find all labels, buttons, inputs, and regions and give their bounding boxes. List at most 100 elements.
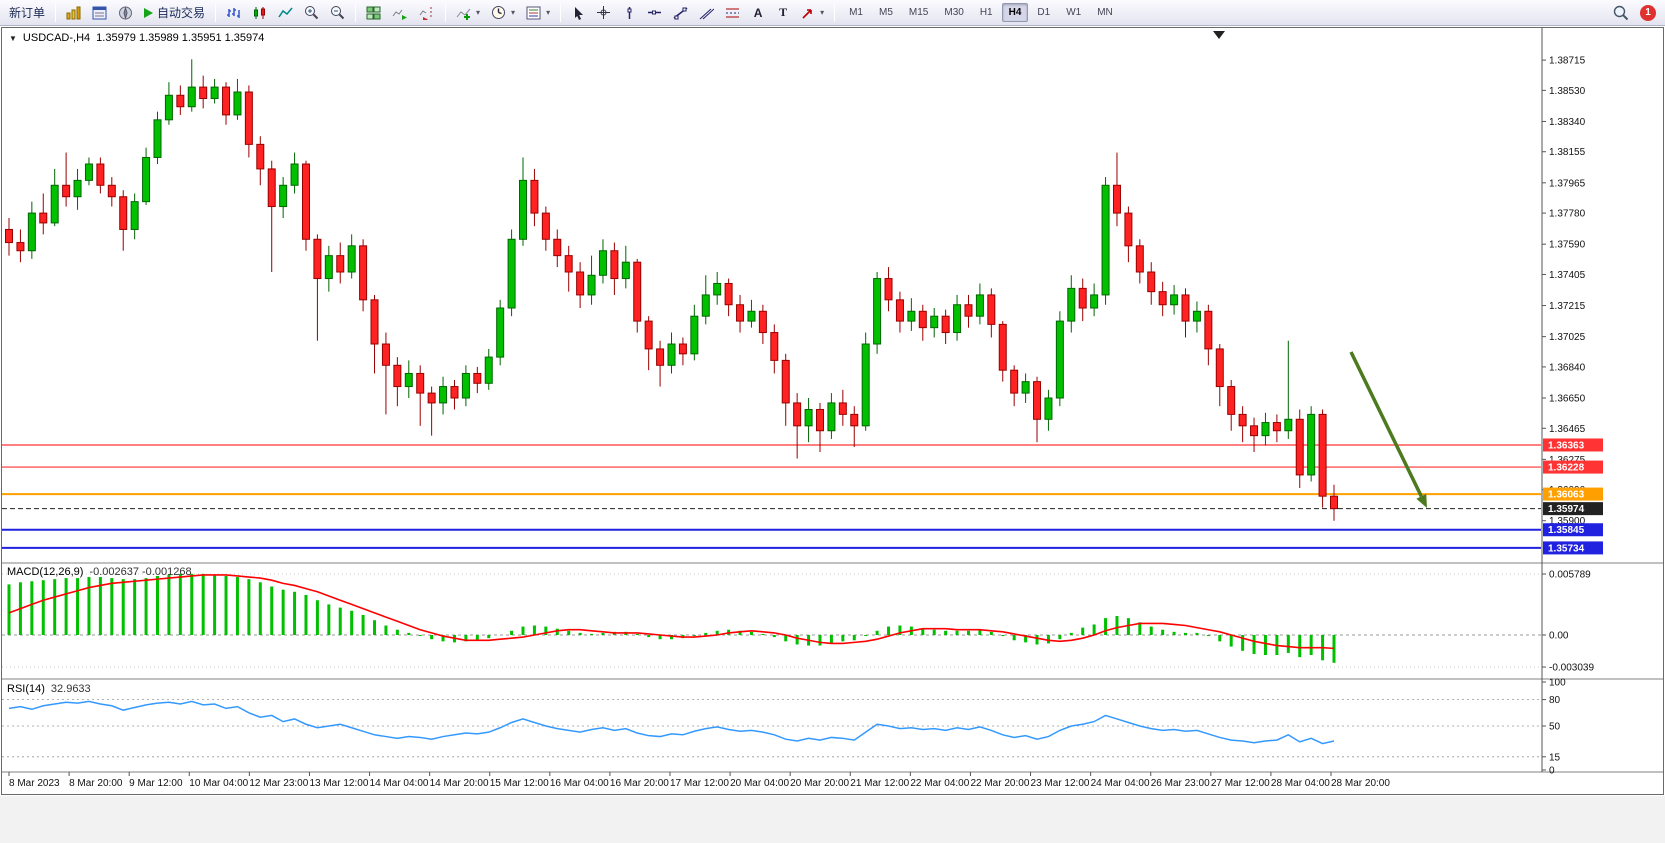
channel-icon bbox=[699, 8, 715, 19]
new-order-button[interactable]: 新订单 bbox=[4, 2, 50, 24]
dropdown-caret-icon: ▾ bbox=[546, 8, 551, 17]
search-button[interactable] bbox=[1608, 2, 1634, 24]
ohlc-label: 1.35979 1.35989 1.35951 1.35974 bbox=[96, 32, 265, 44]
down-arrow-annotation bbox=[1349, 351, 1423, 498]
toolbar-separator bbox=[355, 3, 357, 22]
svg-text:8 Mar 20:00: 8 Mar 20:00 bbox=[69, 778, 123, 789]
auto-scroll-button[interactable] bbox=[387, 2, 413, 24]
chart-canvas[interactable]: 1.38715 1.38530 1.38340 1.38155 1.37965 1.377… bbox=[1, 27, 1664, 795]
svg-text:15 Mar 12:00: 15 Mar 12:00 bbox=[490, 778, 549, 789]
svg-text:8 Mar 2023: 8 Mar 2023 bbox=[9, 778, 60, 789]
zoom-out-icon bbox=[331, 6, 345, 20]
timeframe-mn-button[interactable]: MN bbox=[1097, 7, 1113, 18]
fibonacci-button[interactable] bbox=[720, 2, 745, 24]
svg-text:1.37405: 1.37405 bbox=[1549, 270, 1586, 281]
svg-text:17 Mar 12:00: 17 Mar 12:00 bbox=[670, 778, 729, 789]
bar-chart-icon bbox=[227, 7, 240, 18]
play-icon bbox=[144, 7, 154, 18]
price-badges-layer: 1.36363 1.36228 1.36063 1.35974 1.35845 1.357… bbox=[1543, 438, 1603, 555]
clock-icon bbox=[492, 6, 506, 19]
svg-text:1.35974: 1.35974 bbox=[1548, 504, 1585, 515]
macd-label: MACD(12,26,9) -0.002637 -0.001268 bbox=[7, 566, 192, 578]
svg-text:1.37780: 1.37780 bbox=[1549, 209, 1586, 220]
channel-button[interactable] bbox=[694, 2, 719, 24]
bar-chart-button[interactable] bbox=[221, 2, 246, 24]
timeframe-h1-button[interactable]: H1 bbox=[979, 7, 993, 18]
horizontal-line-button[interactable] bbox=[642, 2, 667, 24]
svg-text:12 Mar 23:00: 12 Mar 23:00 bbox=[249, 778, 308, 789]
line-chart-button[interactable] bbox=[273, 2, 298, 24]
svg-text:14 Mar 20:00: 14 Mar 20:00 bbox=[430, 778, 489, 789]
svg-text:22 Mar 20:00: 22 Mar 20:00 bbox=[970, 778, 1029, 789]
new-order-label: 新订单 bbox=[9, 6, 46, 20]
auto-trading-button[interactable]: 自动交易 bbox=[139, 2, 210, 24]
cursor-button[interactable] bbox=[566, 2, 590, 24]
label-tool-button[interactable]: T bbox=[771, 2, 795, 24]
collapse-icon[interactable]: ▼ bbox=[9, 34, 17, 43]
macd-signal-line bbox=[8, 574, 1335, 650]
timeframe-m5-button[interactable]: M5 bbox=[879, 7, 893, 18]
date-axis: 8 Mar 2023 8 Mar 20:00 9 Mar 12:00 10 Mar 0… bbox=[9, 778, 1390, 789]
arrow-tool-icon bbox=[802, 8, 812, 19]
timeframe-m30-button[interactable]: M30 bbox=[944, 7, 964, 18]
macd-values: -0.002637 -0.001268 bbox=[89, 566, 192, 578]
arrows-tool-button[interactable]: ▾ bbox=[796, 2, 829, 24]
data-window-button[interactable] bbox=[87, 2, 112, 24]
market-watch-icon bbox=[66, 6, 81, 19]
line-chart-icon bbox=[278, 7, 293, 17]
svg-text:14 Mar 04:00: 14 Mar 04:00 bbox=[370, 778, 429, 789]
periods-button[interactable]: ▾ bbox=[486, 2, 520, 24]
svg-text:1.38530: 1.38530 bbox=[1549, 86, 1586, 97]
timeframe-m1-button[interactable]: M1 bbox=[849, 7, 863, 18]
dropdown-caret-icon: ▾ bbox=[476, 8, 481, 17]
navigator-button[interactable] bbox=[113, 2, 138, 24]
svg-text:9 Mar 12:00: 9 Mar 12:00 bbox=[129, 778, 183, 789]
svg-text:1.37215: 1.37215 bbox=[1549, 301, 1586, 312]
macd-name: MACD(12,26,9) bbox=[7, 566, 84, 578]
notification-badge: 1 bbox=[1640, 4, 1656, 21]
svg-text:50: 50 bbox=[1549, 722, 1561, 733]
svg-text:0: 0 bbox=[1549, 766, 1555, 777]
timeframe-group: M1 M5 M15 M30 H1 H4 D1 W1 MN bbox=[842, 3, 1120, 22]
svg-text:23 Mar 12:00: 23 Mar 12:00 bbox=[1031, 778, 1090, 789]
svg-text:15: 15 bbox=[1549, 752, 1561, 763]
svg-text:1.35900: 1.35900 bbox=[1549, 516, 1586, 527]
chart-caption: ▼ USDCAD-,H4 1.35979 1.35989 1.35951 1.3… bbox=[9, 32, 264, 44]
svg-text:1.36228: 1.36228 bbox=[1548, 463, 1585, 474]
crosshair-icon bbox=[597, 6, 611, 19]
zoom-in-icon bbox=[305, 6, 319, 20]
indicators-button[interactable]: ▾ bbox=[451, 2, 485, 24]
indicators-icon bbox=[456, 8, 471, 20]
candlestick-chart-button[interactable] bbox=[247, 2, 272, 24]
svg-text:1.35845: 1.35845 bbox=[1548, 525, 1585, 536]
vertical-line-button[interactable] bbox=[617, 2, 641, 24]
symbol-period-label: USDCAD-,H4 bbox=[22, 32, 91, 44]
toolbar-separator bbox=[834, 3, 836, 22]
timeframe-d1-button[interactable]: D1 bbox=[1037, 7, 1051, 18]
chart-shift-button[interactable] bbox=[414, 2, 440, 24]
tile-windows-button[interactable] bbox=[361, 2, 386, 24]
svg-text:26 Mar 23:00: 26 Mar 23:00 bbox=[1151, 778, 1210, 789]
market-watch-button[interactable] bbox=[61, 2, 86, 24]
crosshair-button[interactable] bbox=[591, 2, 616, 24]
dropdown-caret-icon: ▾ bbox=[820, 8, 825, 17]
svg-text:1.38340: 1.38340 bbox=[1549, 117, 1586, 128]
svg-text:28 Mar 20:00: 28 Mar 20:00 bbox=[1331, 778, 1390, 789]
svg-text:13 Mar 12:00: 13 Mar 12:00 bbox=[309, 778, 368, 789]
text-tool-button[interactable]: A bbox=[746, 2, 770, 24]
trendline-icon bbox=[673, 6, 688, 19]
timeframe-h4-button[interactable]: H4 bbox=[1001, 3, 1029, 22]
timeframe-m15-button[interactable]: M15 bbox=[908, 7, 929, 18]
svg-text:1.38155: 1.38155 bbox=[1549, 147, 1586, 158]
notification-button[interactable]: 1 bbox=[1635, 2, 1661, 24]
zoom-in-button[interactable] bbox=[299, 2, 324, 24]
horizontal-line-icon bbox=[648, 10, 662, 15]
timeframe-w1-button[interactable]: W1 bbox=[1066, 7, 1082, 18]
svg-text:100: 100 bbox=[1549, 678, 1566, 689]
toolbar-separator bbox=[560, 3, 562, 22]
zoom-out-button[interactable] bbox=[325, 2, 350, 24]
trendline-button[interactable] bbox=[668, 2, 693, 24]
candles-layer bbox=[5, 59, 1338, 521]
templates-button[interactable]: ▾ bbox=[521, 2, 555, 24]
svg-text:1.37590: 1.37590 bbox=[1549, 240, 1586, 251]
